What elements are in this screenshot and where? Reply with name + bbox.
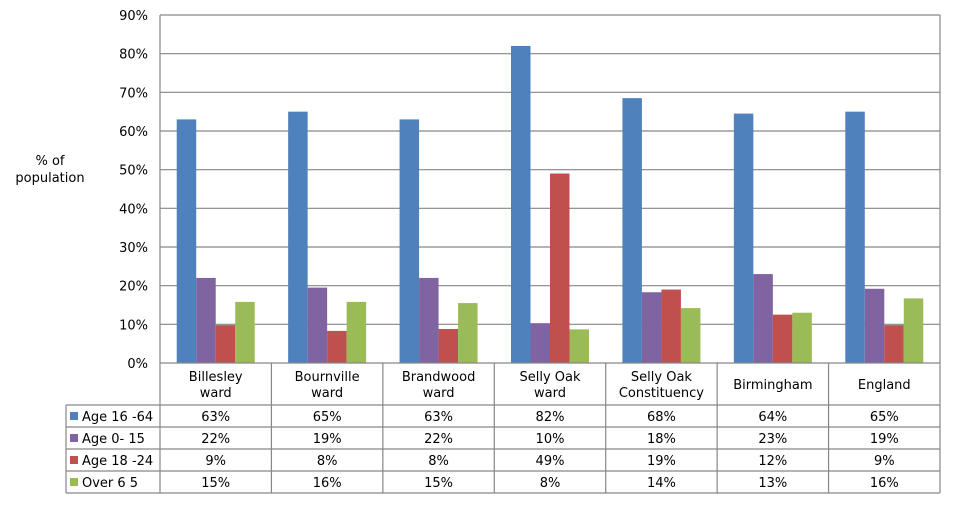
bar: [399, 119, 420, 364]
data-table-cell: 16%: [870, 476, 899, 491]
data-table-cell: 9%: [205, 454, 226, 469]
y-axis-title-line: % of: [35, 154, 64, 169]
bar: [733, 113, 754, 363]
y-tick-labels: 0% 10% 20% 30% 40% 50% 60% 70% 80% 90%: [119, 9, 148, 372]
data-table: BillesleywardBournvillewardBrandwoodward…: [65, 15, 941, 494]
y-tick-label: 80%: [119, 48, 148, 63]
bar: [550, 173, 570, 363]
x-tick-label: Brandwood: [402, 370, 476, 385]
legend-label: Age 16 -64: [82, 410, 153, 425]
y-tick-label: 10%: [119, 318, 148, 333]
data-table-cell: 9%: [874, 454, 895, 469]
y-tick-label: 50%: [119, 164, 148, 179]
x-tick-label: Selly Oak: [519, 370, 580, 385]
bar: [641, 292, 662, 363]
x-tick-label: ward: [200, 386, 232, 401]
bar: [419, 277, 439, 363]
data-table-cell: 68%: [647, 410, 676, 425]
legend-label: Over 6 5: [82, 476, 138, 491]
data-table-cell: 19%: [313, 432, 342, 447]
data-table-cell: 63%: [424, 410, 453, 425]
data-table-cell: 22%: [201, 432, 230, 447]
bar: [235, 301, 255, 363]
bar: [530, 323, 550, 363]
bar: [792, 312, 812, 363]
data-table-cell: 19%: [870, 432, 899, 447]
x-tick-label: ward: [423, 386, 455, 401]
bar: [288, 111, 308, 364]
y-tick-label: 20%: [119, 280, 148, 295]
bar: [196, 277, 216, 363]
data-table-cell: 22%: [424, 432, 453, 447]
x-tick-label: England: [858, 378, 911, 393]
y-tick-label: 90%: [119, 9, 148, 24]
y-axis-title-line: population: [15, 171, 84, 186]
data-table-cell: 13%: [758, 476, 787, 491]
x-tick-label: ward: [534, 386, 566, 401]
legend-swatch: [70, 412, 78, 420]
x-tick-label: Billesley: [189, 370, 243, 385]
data-table-cell: 8%: [540, 476, 561, 491]
bar: [661, 289, 681, 363]
x-tick-label: Birmingham: [733, 378, 812, 393]
bar: [864, 288, 885, 363]
bar: [215, 325, 236, 363]
legend-swatch: [70, 434, 78, 442]
bar: [346, 301, 367, 363]
data-table-cell: 49%: [536, 454, 565, 469]
bar: [680, 308, 701, 363]
x-tick-label: Selly Oak: [631, 370, 692, 385]
data-table-cell: 82%: [536, 410, 565, 425]
y-tick-label: 70%: [119, 86, 148, 101]
data-table-cell: 65%: [870, 410, 899, 425]
data-table-cell: 10%: [536, 432, 565, 447]
bar: [903, 298, 924, 363]
data-table-cell: 15%: [201, 476, 230, 491]
data-table-cell: 16%: [313, 476, 342, 491]
data-table-cell: 12%: [758, 454, 787, 469]
y-axis-title: % of population: [15, 154, 84, 186]
bar: [327, 330, 347, 363]
data-table-cell: 8%: [428, 454, 449, 469]
bars: [176, 45, 924, 364]
bar: [772, 314, 793, 363]
data-table-cell: 19%: [647, 454, 676, 469]
data-table-cell: 23%: [758, 432, 787, 447]
data-table-cell: 18%: [647, 432, 676, 447]
data-table-cell: 14%: [647, 476, 676, 491]
legend-label: Age 0- 15: [82, 432, 145, 447]
data-table-cell: 8%: [317, 454, 338, 469]
x-tick-label: Constituency: [619, 386, 704, 401]
bar: [176, 119, 197, 364]
y-tick-label: 40%: [119, 202, 148, 217]
legend-swatch: [70, 478, 78, 486]
bar: [845, 111, 865, 364]
bar: [884, 325, 904, 363]
data-table-cell: 63%: [201, 410, 230, 425]
bar: [511, 45, 531, 363]
bar: [569, 329, 589, 363]
bar: [458, 303, 478, 363]
y-tick-label: 30%: [119, 241, 148, 256]
data-table-cell: 64%: [758, 410, 787, 425]
data-table-cell: 65%: [313, 410, 342, 425]
data-table-cell: 15%: [424, 476, 453, 491]
y-tick-label: 0%: [127, 357, 148, 372]
x-tick-label: Bournville: [295, 370, 360, 385]
bar: [622, 98, 642, 363]
x-tick-label: ward: [311, 386, 343, 401]
y-tick-label: 60%: [119, 125, 148, 140]
legend-swatch: [70, 456, 78, 464]
legend-label: Age 18 -24: [82, 454, 153, 469]
bar: [753, 274, 773, 363]
bar: [438, 328, 459, 363]
bar: [307, 287, 328, 363]
